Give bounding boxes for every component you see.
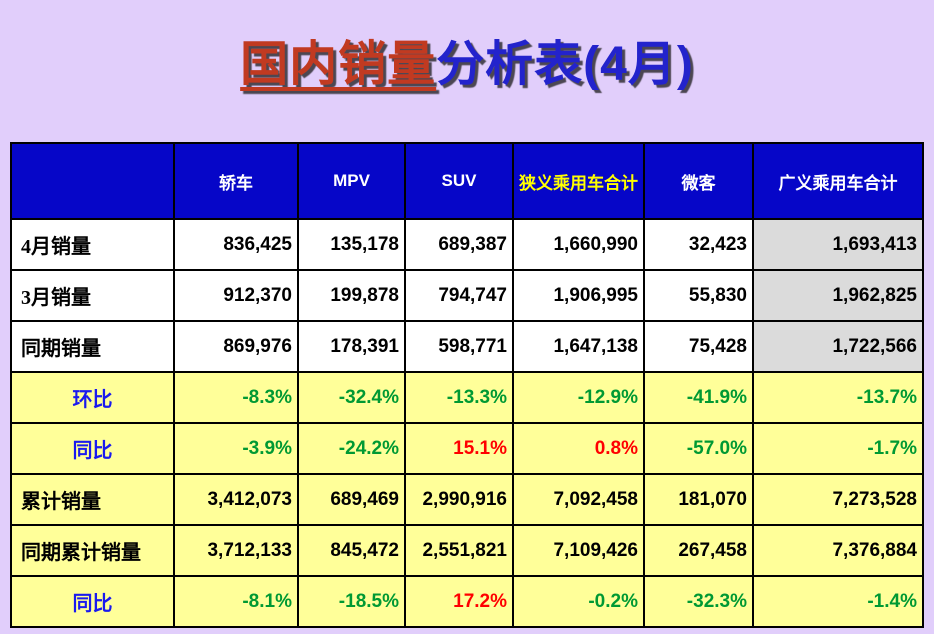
table-row: 3月销量 912,370 199,878 794,747 1,906,995 55,830… [10, 269, 924, 322]
row-label: 环比 [10, 371, 175, 424]
row-label: 同比 [10, 422, 175, 475]
corner-cell [10, 142, 175, 220]
data-cell: 1,962,825 [752, 269, 924, 322]
data-cell: 32,423 [643, 218, 754, 271]
data-cell: -32.3% [643, 575, 754, 628]
table-body: 4月销量 836,425 135,178 689,387 1,660,990 32,423… [10, 218, 924, 628]
data-cell: 689,387 [404, 218, 514, 271]
data-cell: -57.0% [643, 422, 754, 475]
column-header: SUV [404, 142, 514, 220]
column-header: 微客 [643, 142, 754, 220]
data-cell: -18.5% [297, 575, 406, 628]
data-cell: 7,092,458 [512, 473, 645, 526]
data-cell: -32.4% [297, 371, 406, 424]
table-row: 累计销量 3,412,073 689,469 2,990,916 7,092,458 18… [10, 473, 924, 526]
table-row: 同期销量 869,976 178,391 598,771 1,647,138 75,428… [10, 320, 924, 373]
data-cell: 3,412,073 [173, 473, 299, 526]
row-label: 同期累计销量 [10, 524, 175, 577]
data-cell: 1,906,995 [512, 269, 645, 322]
data-cell: 15.1% [404, 422, 514, 475]
table-row: 4月销量 836,425 135,178 689,387 1,660,990 32,423… [10, 218, 924, 271]
data-cell: 181,070 [643, 473, 754, 526]
data-cell: 836,425 [173, 218, 299, 271]
sales-table: 轿车 MPV SUV 狭义乘用车合计 微客 广义乘用车合计 4月销量 836,425 135,… [10, 142, 924, 628]
data-cell: -13.3% [404, 371, 514, 424]
row-label: 4月销量 [10, 218, 175, 271]
data-cell: 689,469 [297, 473, 406, 526]
row-label: 同期销量 [10, 320, 175, 373]
data-cell: 7,376,884 [752, 524, 924, 577]
data-cell: 1,693,413 [752, 218, 924, 271]
data-cell: 912,370 [173, 269, 299, 322]
data-cell: -8.3% [173, 371, 299, 424]
data-cell: 55,830 [643, 269, 754, 322]
table-row: 环比 -8.3% -32.4% -13.3% -12.9% -41.9% -13.7% [10, 371, 924, 424]
column-header: 狭义乘用车合计 [512, 142, 645, 220]
data-cell: 869,976 [173, 320, 299, 373]
header-row: 轿车 MPV SUV 狭义乘用车合计 微客 广义乘用车合计 [10, 142, 924, 220]
data-cell: -8.1% [173, 575, 299, 628]
data-cell: 845,472 [297, 524, 406, 577]
title-underlined-text: 国内销量 [240, 38, 437, 91]
data-cell: 7,109,426 [512, 524, 645, 577]
data-cell: -41.9% [643, 371, 754, 424]
data-cell: 75,428 [643, 320, 754, 373]
data-cell: -1.7% [752, 422, 924, 475]
row-label: 累计销量 [10, 473, 175, 526]
data-cell: -12.9% [512, 371, 645, 424]
column-header: MPV [297, 142, 406, 220]
row-label: 3月销量 [10, 269, 175, 322]
data-cell: 199,878 [297, 269, 406, 322]
data-cell: -0.2% [512, 575, 645, 628]
table-row: 同期累计销量 3,712,133 845,472 2,551,821 7,109,426… [10, 524, 924, 577]
data-cell: -3.9% [173, 422, 299, 475]
data-cell: 2,551,821 [404, 524, 514, 577]
table-row: 同比 -3.9% -24.2% 15.1% 0.8% -57.0% -1.7% [10, 422, 924, 475]
data-cell: -24.2% [297, 422, 406, 475]
title-rest-text: 分析表(4月) [436, 38, 694, 91]
row-label: 同比 [10, 575, 175, 628]
data-cell: 135,178 [297, 218, 406, 271]
column-header: 广义乘用车合计 [752, 142, 924, 220]
data-cell: 794,747 [404, 269, 514, 322]
data-cell: 1,647,138 [512, 320, 645, 373]
data-cell: 3,712,133 [173, 524, 299, 577]
data-cell: 7,273,528 [752, 473, 924, 526]
data-cell: -13.7% [752, 371, 924, 424]
column-header: 轿车 [173, 142, 299, 220]
data-cell: -1.4% [752, 575, 924, 628]
data-cell: 0.8% [512, 422, 645, 475]
data-cell: 1,660,990 [512, 218, 645, 271]
data-cell: 178,391 [297, 320, 406, 373]
data-cell: 2,990,916 [404, 473, 514, 526]
page-title: 国内销量分析表(4月) [0, 24, 934, 94]
table-row: 同比 -8.1% -18.5% 17.2% -0.2% -32.3% -1.4% [10, 575, 924, 628]
data-cell: 17.2% [404, 575, 514, 628]
data-cell: 267,458 [643, 524, 754, 577]
data-cell: 598,771 [404, 320, 514, 373]
data-cell: 1,722,566 [752, 320, 924, 373]
